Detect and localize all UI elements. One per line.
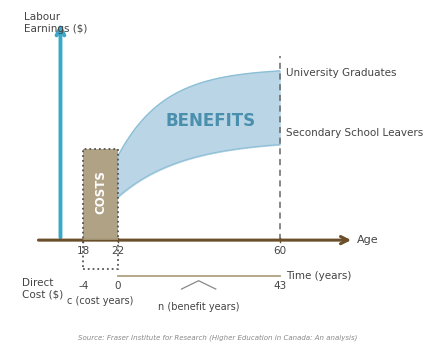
Text: c (cost years): c (cost years) — [67, 296, 134, 306]
Text: Source: Fraser Institute for Research (Higher Education in Canada: An analysis): Source: Fraser Institute for Research (H… — [78, 334, 358, 341]
Text: -4: -4 — [78, 281, 89, 291]
Text: n (benefit years): n (benefit years) — [158, 302, 239, 312]
Text: Secondary School Leavers: Secondary School Leavers — [286, 128, 424, 138]
Text: 18: 18 — [77, 246, 90, 256]
Text: Age: Age — [357, 235, 378, 245]
Bar — [83, 149, 118, 240]
Text: Direct
Cost ($): Direct Cost ($) — [22, 278, 64, 300]
Text: Labour
Earnings ($): Labour Earnings ($) — [24, 12, 88, 34]
Text: BENEFITS: BENEFITS — [166, 112, 256, 130]
Text: 43: 43 — [273, 281, 286, 291]
Text: 60: 60 — [273, 246, 286, 256]
Text: 0: 0 — [114, 281, 121, 291]
Text: 22: 22 — [111, 246, 124, 256]
Text: University Graduates: University Graduates — [286, 68, 397, 78]
Bar — [83, 149, 118, 269]
Text: COSTS: COSTS — [94, 171, 107, 214]
Text: Time (years): Time (years) — [286, 271, 352, 281]
